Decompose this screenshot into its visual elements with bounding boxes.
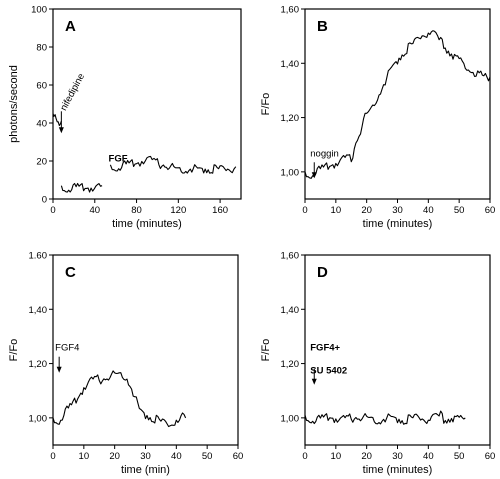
x-axis-label: time (minutes) (363, 464, 433, 476)
y-axis-label: photons/second (8, 65, 20, 143)
x-tick-label: 30 (392, 451, 403, 462)
x-tick-label: 50 (202, 451, 213, 462)
y-tick-label: 1,60 (281, 5, 300, 16)
x-tick-label: 30 (392, 205, 403, 216)
x-axis-label: time (minutes) (363, 218, 433, 230)
annotation-label: nifedipine (58, 72, 87, 113)
y-axis-label: F/Fo (260, 339, 272, 362)
x-tick-label: 0 (50, 451, 55, 462)
y-tick-label: 20 (36, 157, 47, 168)
x-tick-label: 40 (171, 451, 182, 462)
x-tick-label: 10 (79, 451, 90, 462)
arrowhead (58, 127, 64, 134)
y-tick-label: 40 (36, 119, 47, 130)
x-tick-label: 60 (485, 451, 496, 462)
x-tick-label: 20 (109, 451, 120, 462)
x-tick-label: 40 (423, 205, 434, 216)
trace-segment (304, 410, 466, 425)
y-tick-label: 1,00 (29, 413, 48, 424)
trace-segment (109, 155, 237, 174)
y-tick-label: 1,40 (281, 305, 300, 316)
panel-c: 0 10 20 30 40 50 60 1,00 1,20 1,40 1.60 time (min) F… (8, 251, 243, 477)
plot-frame (52, 8, 242, 200)
y-tick-label: 1.60 (29, 251, 48, 262)
x-axis-label: time (min) (121, 464, 170, 476)
trace-segment (52, 113, 62, 127)
annotation-label: noggin (310, 148, 339, 159)
trace-segment (60, 182, 103, 193)
y-tick-label: 1,00 (281, 413, 300, 424)
y-axis-label: F/Fo (260, 93, 272, 116)
y-tick-label: 1,20 (281, 113, 300, 124)
x-tick-label: 60 (233, 451, 244, 462)
x-tick-label: 10 (331, 205, 342, 216)
trace-segment (52, 370, 187, 428)
y-tick-label: 1,00 (281, 167, 300, 178)
panel-b: 0 10 20 30 40 50 60 1,00 1,20 1,40 1,60 time (minut… (260, 5, 495, 231)
y-tick-label: 60 (36, 81, 47, 92)
x-tick-label: 50 (454, 451, 465, 462)
x-tick-label: 60 (485, 205, 496, 216)
arrowhead (311, 378, 317, 385)
y-tick-label: 1,40 (29, 305, 48, 316)
annotation-label: FGF4+ (310, 343, 340, 354)
y-tick-label: 1,20 (29, 359, 48, 370)
panel-label: A (65, 18, 76, 35)
x-tick-label: 120 (170, 205, 186, 216)
x-tick-label: 160 (212, 205, 228, 216)
annotation-label: FGF4 (55, 343, 79, 354)
x-tick-label: 20 (361, 451, 372, 462)
y-tick-label: 0 (42, 195, 47, 206)
arrowhead (56, 366, 62, 373)
y-tick-label: 1,20 (281, 359, 300, 370)
annotation-label: SU 5402 (310, 366, 347, 377)
x-tick-label: 10 (331, 451, 342, 462)
x-tick-label: 0 (302, 451, 307, 462)
panel-d: 0 10 20 30 40 50 60 1,00 1,20 1,40 1,60 time (minut… (260, 251, 495, 477)
plot-frame (304, 8, 491, 200)
panel-a: 0 40 80 120 160 0 20 40 60 80 100 time (minutes) pho… (8, 5, 242, 230)
arrowhead (311, 172, 317, 179)
x-tick-label: 30 (140, 451, 151, 462)
x-tick-label: 40 (89, 205, 100, 216)
annotation-label: FGF (109, 154, 128, 165)
x-tick-label: 40 (423, 451, 434, 462)
x-tick-label: 20 (361, 205, 372, 216)
trace-segment (304, 30, 491, 179)
y-axis-label: F/Fo (8, 339, 20, 362)
x-tick-label: 0 (302, 205, 307, 216)
y-tick-label: 1,40 (281, 59, 300, 70)
x-tick-label: 0 (50, 205, 55, 216)
panel-label: B (317, 18, 328, 35)
y-tick-label: 80 (36, 43, 47, 54)
x-tick-label: 50 (454, 205, 465, 216)
y-tick-label: 1,60 (281, 251, 300, 262)
panel-label: D (317, 264, 328, 281)
x-axis-label: time (minutes) (112, 218, 182, 230)
x-tick-label: 80 (131, 205, 142, 216)
panel-label: C (65, 264, 76, 281)
y-tick-label: 100 (31, 5, 47, 16)
